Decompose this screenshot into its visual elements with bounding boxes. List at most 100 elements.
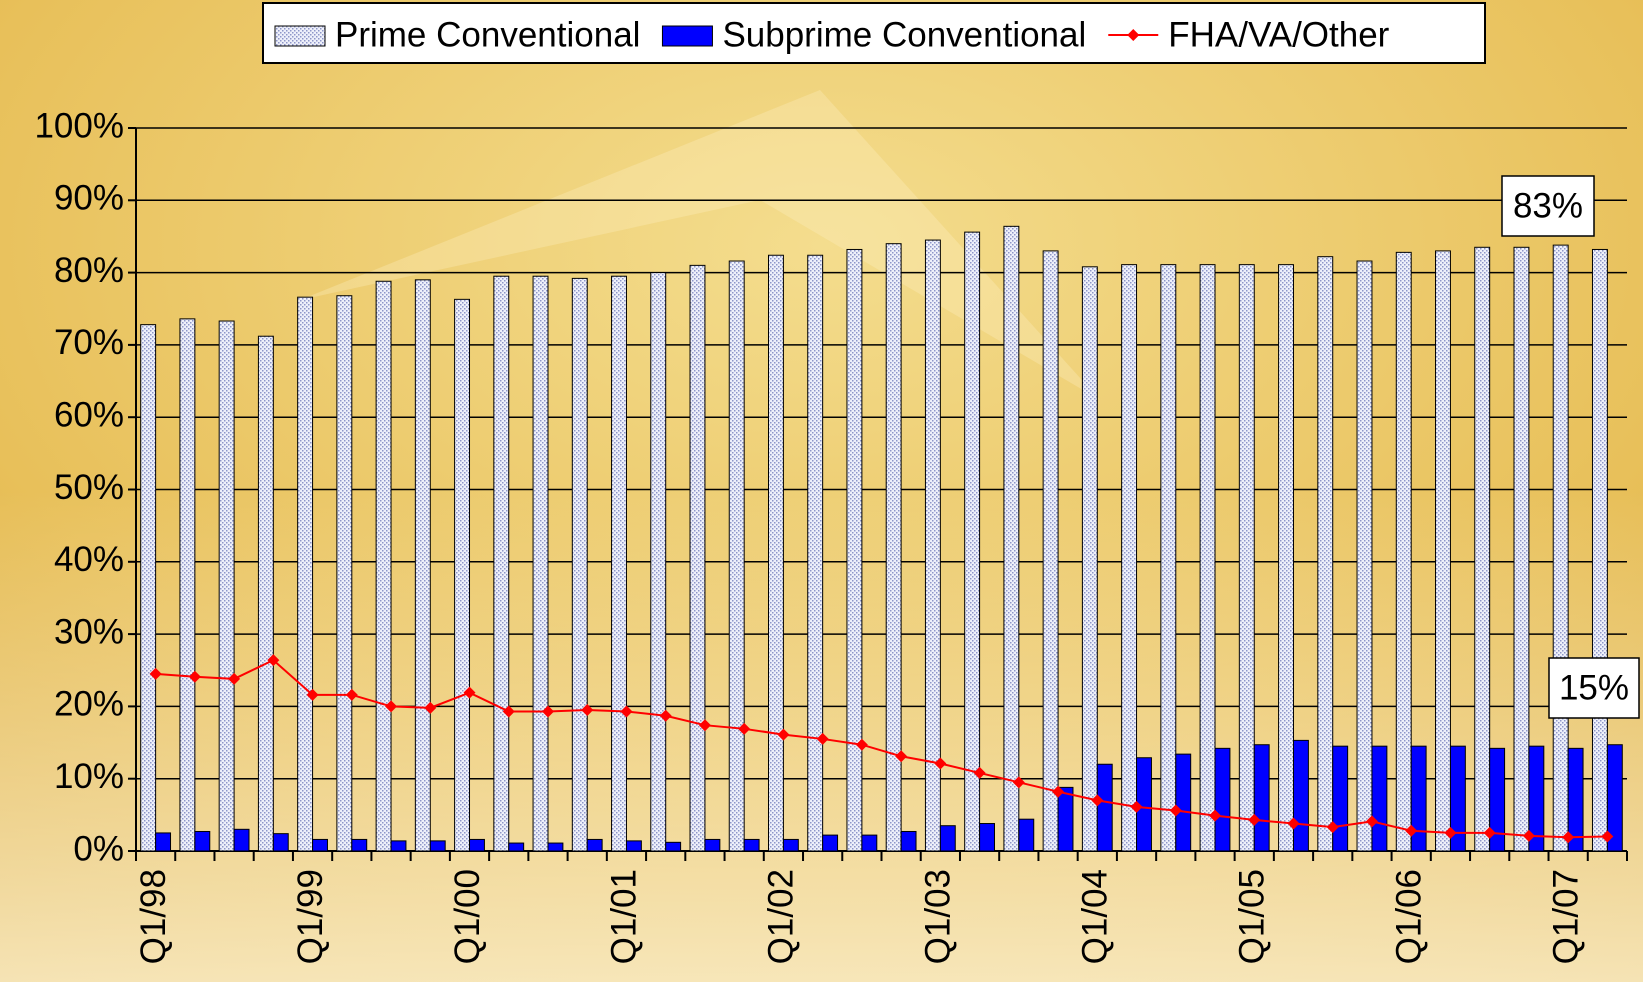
bar [1043, 251, 1058, 851]
legend: Prime Conventional Subprime Conventional F… [275, 15, 1390, 54]
bar [141, 325, 156, 851]
bar [509, 843, 524, 851]
bar [1239, 265, 1254, 851]
bar [234, 829, 249, 851]
bar [1411, 746, 1426, 851]
bar [1254, 745, 1269, 851]
x-tick-label: Q1/06 [1389, 869, 1428, 964]
bar [612, 276, 627, 851]
bar [1004, 226, 1019, 851]
bar [1082, 267, 1097, 851]
x-tick-label: Q1/00 [448, 869, 487, 964]
bar [847, 249, 862, 851]
y-tick-label: 40% [54, 540, 124, 579]
bar [313, 839, 328, 851]
bar [1200, 265, 1215, 851]
bar [940, 826, 955, 851]
bar [1436, 251, 1451, 851]
x-tick-label: Q1/01 [605, 869, 644, 964]
bar [862, 835, 877, 851]
x-tick-label: Q1/07 [1546, 869, 1585, 964]
y-tick-label: 100% [34, 106, 124, 145]
page: {"chart_data": {"type": "bar", "categori… [0, 0, 1643, 982]
bar [533, 276, 548, 851]
bar [1215, 748, 1230, 851]
bar [1475, 247, 1490, 851]
bar [298, 297, 313, 851]
x-tick-label: Q1/02 [762, 869, 801, 964]
bar [1279, 265, 1294, 851]
legend-swatch [662, 26, 712, 46]
bar [823, 835, 838, 851]
bar [1372, 746, 1387, 851]
y-tick-label: 10% [54, 757, 124, 796]
bar [455, 299, 470, 851]
legend-label: Prime Conventional [335, 15, 640, 54]
x-tick-label: Q1/98 [134, 869, 173, 964]
bar [180, 319, 195, 851]
x-tick-label: Q1/05 [1233, 869, 1272, 964]
bar [430, 841, 445, 851]
bar [587, 839, 602, 851]
bar [391, 841, 406, 851]
bar [1396, 252, 1411, 851]
bar [1161, 265, 1176, 851]
bar [980, 824, 995, 851]
chart: Prime Conventional Subprime Conventional F… [0, 0, 1643, 982]
bar [744, 839, 759, 851]
legend-swatch [275, 26, 325, 46]
bar [1019, 819, 1034, 851]
bar [376, 281, 391, 851]
bar [1058, 787, 1073, 851]
bar [651, 273, 666, 851]
y-tick-label: 70% [54, 323, 124, 362]
bar [808, 255, 823, 851]
bar [1514, 247, 1529, 851]
bar [690, 265, 705, 851]
x-tick-label: Q1/04 [1076, 869, 1115, 964]
y-tick-label: 30% [54, 612, 124, 651]
bar [273, 834, 288, 851]
y-tick-label: 80% [54, 251, 124, 290]
bar [729, 261, 744, 851]
bar [572, 278, 587, 851]
bar [415, 280, 430, 851]
bar [1318, 257, 1333, 851]
annotation: 83% [1513, 186, 1583, 225]
bar [1176, 754, 1191, 851]
bar [494, 276, 509, 851]
bar [337, 296, 352, 851]
bar [768, 255, 783, 851]
y-tick-label: 0% [73, 829, 124, 868]
bar [705, 839, 720, 851]
bar [1097, 764, 1112, 851]
bar [1122, 265, 1137, 851]
bar [925, 240, 940, 851]
legend-label: FHA/VA/Other [1168, 15, 1389, 54]
bar [1293, 740, 1308, 851]
x-tick-label: Q1/99 [291, 869, 330, 964]
bar [470, 839, 485, 851]
bar [156, 833, 171, 851]
bar [666, 842, 681, 851]
bar [1357, 261, 1372, 851]
bar [783, 839, 798, 851]
annotation: 15% [1559, 668, 1629, 707]
y-tick-label: 90% [54, 179, 124, 218]
y-tick-label: 60% [54, 395, 124, 434]
bar [258, 336, 273, 851]
bar [901, 831, 916, 851]
legend-label: Subprime Conventional [722, 15, 1086, 54]
bar [1553, 245, 1568, 851]
bar [195, 831, 210, 851]
bar [965, 232, 980, 851]
bar [1592, 249, 1607, 851]
bar [626, 841, 641, 851]
bar [352, 839, 367, 851]
y-tick-label: 20% [54, 685, 124, 724]
bar [219, 321, 234, 851]
x-tick-label: Q1/03 [919, 869, 958, 964]
y-tick-label: 50% [54, 468, 124, 507]
bar [1333, 746, 1348, 851]
bar [548, 843, 563, 851]
